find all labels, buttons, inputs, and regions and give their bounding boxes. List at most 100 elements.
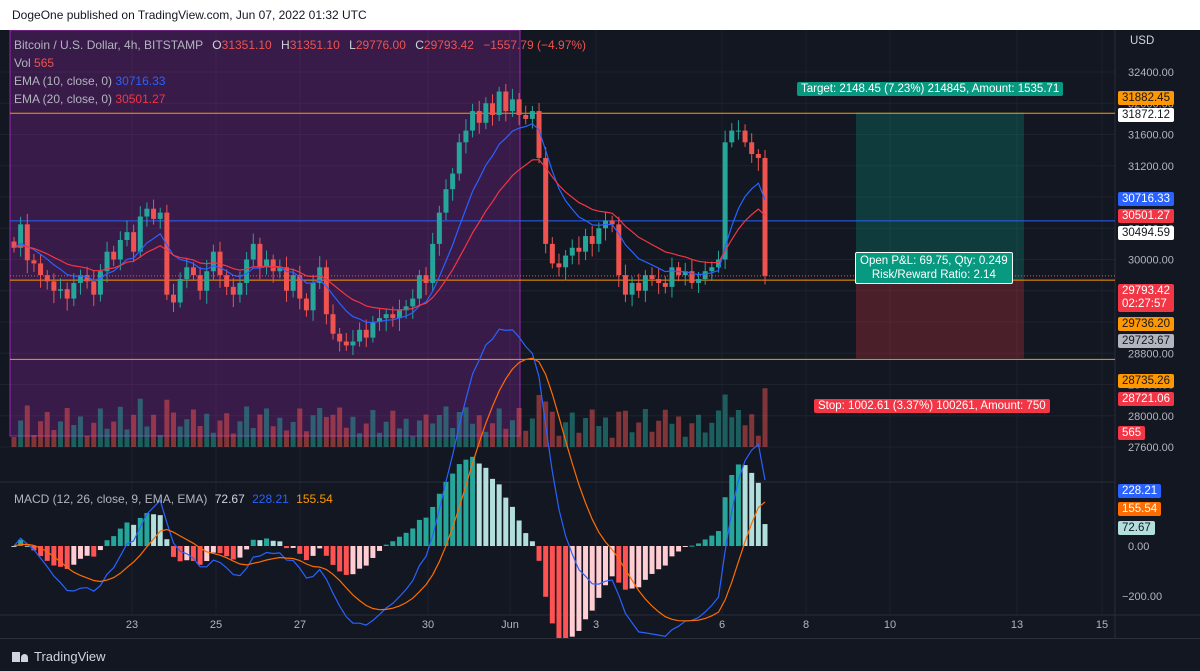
stop-label[interactable]: Stop: 1002.61 (3.37%) 100261, Amount: 75… xyxy=(814,399,1050,413)
candle-body xyxy=(111,251,117,260)
volume-bar xyxy=(197,426,203,447)
macd-hist-bar xyxy=(151,514,157,546)
macd-hist-bar xyxy=(197,546,203,565)
candle-body xyxy=(629,282,635,295)
volume-bar xyxy=(676,416,682,447)
candle-body xyxy=(18,224,24,248)
candle-body xyxy=(416,275,422,299)
candle-body xyxy=(649,275,655,280)
volume-bar xyxy=(44,412,50,447)
candle-body xyxy=(250,243,256,260)
macd-hist-bar xyxy=(622,546,628,590)
macd-hist-bar xyxy=(629,546,635,589)
candle-body xyxy=(330,314,336,334)
highlight-zone[interactable] xyxy=(9,30,521,437)
macd-hist-bar xyxy=(470,456,476,546)
candle-body xyxy=(715,259,721,268)
candle-body xyxy=(277,267,283,272)
legend-symbol: Bitcoin / U.S. Dollar, 4h, BITSTAMP xyxy=(14,38,203,52)
pnl-text: Open P&L: 69.75, Qty: 0.249 xyxy=(860,255,1008,267)
candle-body xyxy=(509,99,515,112)
macd-hist-bar xyxy=(64,546,70,569)
macd-line[interactable] xyxy=(13,328,766,637)
time-axis-tick: 15 xyxy=(1096,619,1108,631)
price-chart-svg[interactable]: 32400.0032000.0031600.0031200.0030800.00… xyxy=(0,30,1200,638)
ema20-line[interactable] xyxy=(13,159,766,311)
volume-bar xyxy=(722,394,728,447)
ema10-line[interactable] xyxy=(13,122,766,324)
volume-bar xyxy=(303,431,309,447)
macd-hist-tag: 72.67 xyxy=(1118,521,1155,535)
price-axis-tick: 32400.00 xyxy=(1128,67,1174,79)
macd-hist-bar xyxy=(31,546,37,551)
macd-hist-bar xyxy=(443,481,449,546)
volume-bar xyxy=(91,422,97,447)
candle-body xyxy=(117,239,123,260)
macd-hist-bar xyxy=(84,546,90,556)
volume-bar xyxy=(689,423,695,447)
candle-body xyxy=(244,259,250,283)
macd-hist-bar xyxy=(303,546,309,561)
macd-hist-bar xyxy=(217,546,223,554)
time-axis-tick: 23 xyxy=(126,619,138,631)
macd-hist-bar xyxy=(742,465,748,546)
upper-line-tag: 31872.12 xyxy=(1118,108,1174,122)
target-label[interactable]: Target: 2148.45 (7.23%) 214845, Amount: … xyxy=(797,82,1064,96)
macd-hist-value: 72.67 xyxy=(214,492,245,506)
volume-bar xyxy=(343,427,349,447)
macd-hist-bar xyxy=(536,546,542,561)
candle-body xyxy=(662,282,668,287)
macd-hist-bar xyxy=(755,482,761,546)
candle-body xyxy=(377,318,383,322)
volume-bar xyxy=(210,432,216,447)
volume-bar xyxy=(58,421,64,447)
volume-bar xyxy=(456,412,462,447)
volume-bar xyxy=(270,426,276,447)
volume-bar xyxy=(297,408,303,447)
candle-body xyxy=(104,251,110,272)
volume-bar xyxy=(569,412,575,447)
macd-hist-bar xyxy=(131,524,137,546)
volume-bar xyxy=(84,436,90,447)
stop-price-tag: 28735.26 xyxy=(1118,374,1174,388)
candle-body xyxy=(84,275,90,282)
legend-high-label: H xyxy=(281,38,290,52)
macd-hist-bar xyxy=(290,546,296,548)
target-price-tag: 31882.45 xyxy=(1118,91,1174,105)
price-axis-tick: 28000.00 xyxy=(1128,411,1174,423)
macd-hist-bar xyxy=(596,546,602,598)
legend-close-label: C xyxy=(415,38,424,52)
chart-frame[interactable]: 32400.0032000.0031600.0031200.0030800.00… xyxy=(0,30,1200,638)
macd-hist-bar xyxy=(11,546,17,547)
candle-body xyxy=(310,282,316,311)
volume-bar xyxy=(237,421,243,447)
macd-signal-line[interactable] xyxy=(13,357,766,622)
macd-hist-bar xyxy=(323,546,329,556)
candle-body xyxy=(576,247,582,252)
volume-bar xyxy=(177,426,183,447)
candle-body xyxy=(483,103,489,123)
macd-hist-bar xyxy=(609,546,615,577)
macd-hist-bar xyxy=(702,539,708,546)
candle-body xyxy=(702,271,708,280)
candle-body xyxy=(423,275,429,283)
candle-body xyxy=(689,271,695,283)
volume-bar xyxy=(662,409,668,447)
macd-hist-bar xyxy=(277,541,283,546)
macd-hist-bar xyxy=(310,546,316,556)
volume-bar xyxy=(450,428,456,447)
candle-body xyxy=(470,111,476,131)
pnl-label[interactable]: Open P&L: 69.75, Qty: 0.249 Risk/Reward … xyxy=(855,252,1013,284)
macd-hist-bar xyxy=(117,528,123,546)
candle-body xyxy=(224,275,230,287)
volume-bar xyxy=(184,419,190,447)
macd-hist-bar xyxy=(503,497,509,546)
macd-hist-bar xyxy=(549,546,555,624)
price-axis-tick: 30000.00 xyxy=(1128,255,1174,267)
candle-body xyxy=(735,130,741,132)
loss-zone[interactable] xyxy=(856,280,1024,359)
last-price-value: 29793.42 xyxy=(1122,285,1170,297)
macd-hist-bar xyxy=(383,544,389,546)
candle-body xyxy=(210,251,216,272)
macd-hist-bar xyxy=(696,543,702,546)
